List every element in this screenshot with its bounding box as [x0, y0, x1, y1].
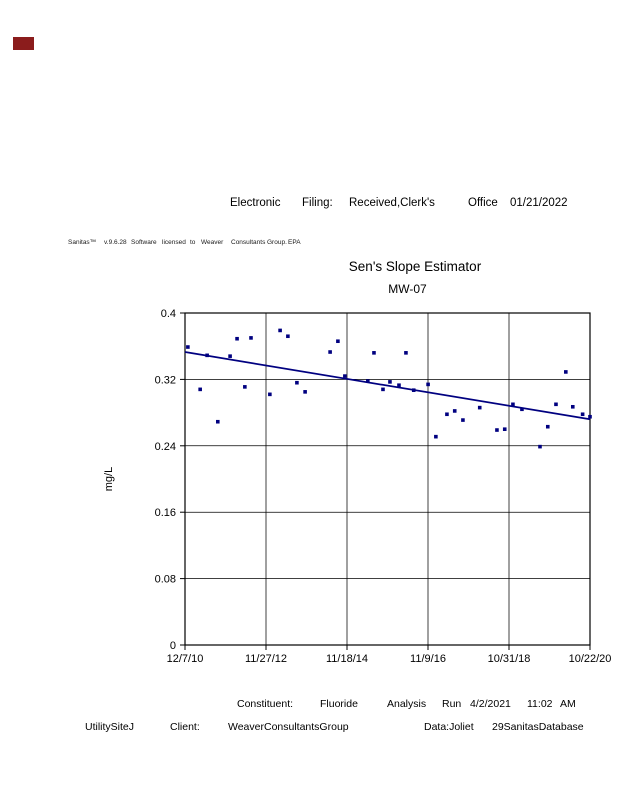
data-point: [570, 404, 575, 409]
x-tick-label: 11/18/14: [326, 653, 368, 665]
license-word: licensed: [162, 239, 186, 246]
header-word: Filing:: [302, 197, 333, 209]
data-point: [580, 412, 585, 417]
data-point: [554, 402, 558, 407]
data-point: [228, 354, 232, 358]
x-tick-label: 10/31/18: [488, 653, 531, 665]
data-point: [564, 370, 568, 374]
data-point: [343, 374, 347, 378]
footer-word: Client:: [170, 721, 200, 733]
data-point: [538, 444, 542, 449]
footer-word: Data:Joliet: [424, 721, 474, 733]
x-tick-label: 11/27/12: [245, 653, 287, 665]
x-tick-label: 10/22/20: [569, 653, 612, 665]
data-point: [452, 409, 457, 413]
footer-word: Analysis: [387, 698, 427, 710]
data-point: [502, 427, 507, 431]
data-point: [286, 334, 290, 339]
data-point: [198, 387, 202, 392]
footer-word: WeaverConsultantsGroup: [228, 721, 349, 733]
license-word: to: [190, 239, 196, 246]
data-point: [397, 383, 401, 388]
data-point: [249, 336, 253, 340]
data-point: [411, 388, 416, 392]
data-point: [235, 336, 239, 341]
data-point: [511, 402, 515, 407]
license-word: Group.: [267, 239, 287, 246]
footer-word: 4/2/2021: [470, 698, 511, 710]
data-point: [381, 387, 385, 392]
filing-stamp: [13, 37, 34, 50]
data-point: [278, 328, 282, 333]
chart-subtitle: MW-07: [388, 282, 427, 296]
data-point: [328, 350, 332, 354]
header-word: Electronic: [230, 197, 281, 209]
data-point: [495, 428, 499, 432]
data-point: [461, 418, 465, 422]
license-word: Weaver: [201, 239, 224, 246]
footer-word: Constituent:: [237, 698, 294, 710]
x-tick-label: 11/9/16: [410, 653, 446, 665]
footer-word: 29SanitasDatabase: [492, 721, 584, 733]
data-point: [426, 382, 430, 387]
header-word: Office: [468, 197, 498, 209]
data-point: [366, 379, 370, 383]
y-tick-label: 0: [170, 640, 176, 652]
data-point: [388, 380, 392, 384]
y-axis-label: mg/L: [103, 467, 115, 491]
plot-border: [184, 312, 591, 646]
data-point: [520, 407, 524, 412]
data-point: [186, 345, 190, 349]
data-point: [445, 412, 449, 417]
data-point: [588, 414, 592, 419]
y-tick-label: 0.24: [155, 441, 176, 453]
data-point: [243, 385, 247, 389]
data-point: [545, 424, 550, 429]
data-point: [295, 380, 299, 385]
license-word: EPA: [288, 239, 301, 246]
x-tick-label: 12/7/10: [167, 653, 204, 665]
y-tick-label: 0.4: [161, 308, 176, 320]
footer-word: UtilitySiteJ: [85, 721, 135, 733]
data-point: [477, 405, 482, 410]
license-word: Consultants: [231, 239, 266, 246]
header-word: 01/21/2022: [510, 197, 568, 209]
header-word: Received,Clerk's: [349, 197, 435, 209]
y-tick-label: 0.32: [155, 374, 176, 386]
data-point: [404, 351, 408, 355]
data-point: [268, 392, 272, 397]
data-point: [434, 434, 438, 439]
data-point: [372, 351, 376, 355]
data-point: [336, 339, 340, 344]
footer-word: Run: [442, 698, 462, 710]
chart-title: Sen's Slope Estimator: [348, 259, 482, 274]
data-point: [205, 353, 209, 358]
license-word: Software: [131, 239, 157, 246]
footer-word: 11:02: [527, 698, 553, 710]
data-point: [303, 390, 307, 394]
license-word: v.9.6.28: [104, 239, 127, 246]
footer-word: AM: [560, 698, 576, 710]
footer-word: Fluoride: [320, 698, 358, 710]
data-point: [215, 419, 220, 424]
y-tick-label: 0.16: [155, 507, 176, 519]
y-tick-label: 0.08: [155, 574, 176, 586]
license-word: Sanitas™: [68, 239, 97, 246]
